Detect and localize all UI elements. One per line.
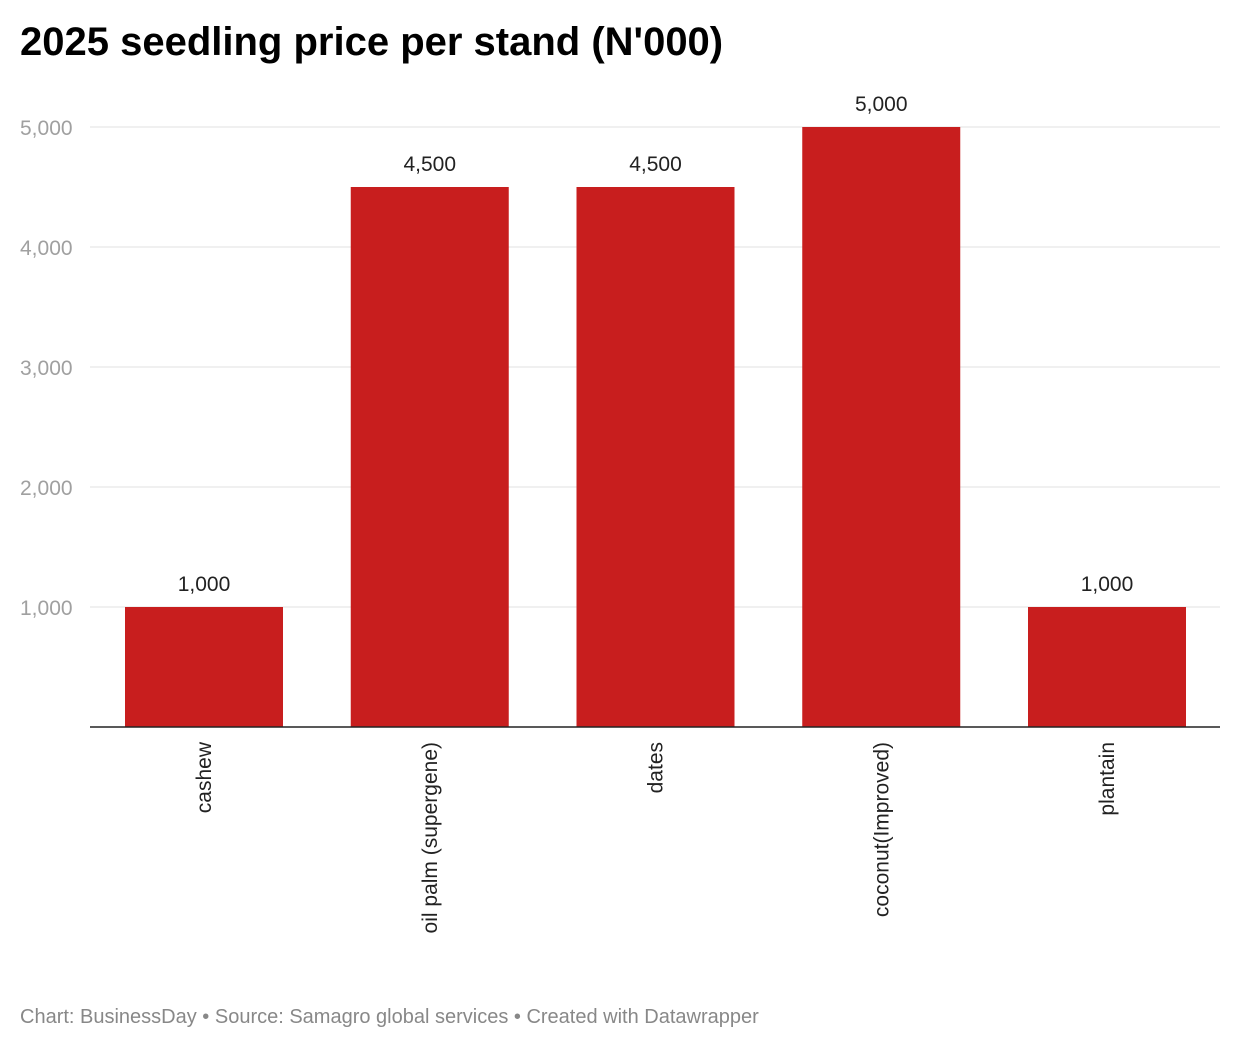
bar-dates <box>576 187 735 727</box>
y-tick-label: 5,000 <box>20 117 73 140</box>
x-tick-label: coconut(Improved) <box>870 742 893 917</box>
data-label: 1,000 <box>1081 573 1134 596</box>
bar-plantain <box>1028 607 1186 727</box>
chart-title: 2025 seedling price per stand (N'000) <box>20 20 724 64</box>
chart-footer: Chart: BusinessDay • Source: Samagro glo… <box>20 1006 759 1028</box>
y-tick-label: 2,000 <box>20 477 73 500</box>
y-tick-label: 3,000 <box>20 357 73 380</box>
data-label: 4,500 <box>629 153 682 176</box>
data-label: 4,500 <box>403 153 456 176</box>
data-label: 5,000 <box>855 93 908 116</box>
bar-chart: 1,000 2,000 3,000 4,000 5,000 1,000 cashew 4,50… <box>20 93 1220 933</box>
data-label: 1,000 <box>178 573 231 596</box>
x-tick-label: dates <box>645 742 668 793</box>
bar-coconut-improved- <box>802 127 961 727</box>
y-tick-label: 1,000 <box>20 597 73 620</box>
x-tick-label: oil palm (supergene) <box>419 742 442 933</box>
x-tick-label: cashew <box>193 741 216 813</box>
x-tick-label: plantain <box>1096 742 1119 816</box>
bar-oil-palm-supergene- <box>350 187 509 727</box>
y-tick-label: 4,000 <box>20 237 73 260</box>
bar-cashew <box>125 607 283 727</box>
